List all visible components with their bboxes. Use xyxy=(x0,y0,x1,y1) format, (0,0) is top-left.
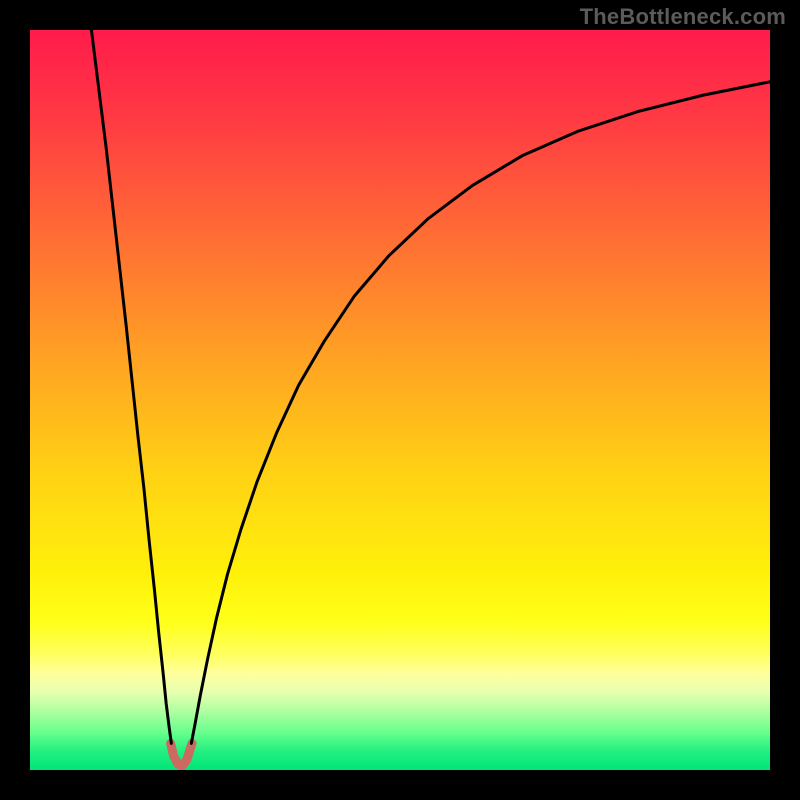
bottleneck-chart xyxy=(30,30,770,770)
plot-svg xyxy=(30,30,770,770)
watermark-text: TheBottleneck.com xyxy=(580,4,786,30)
chart-container: TheBottleneck.com xyxy=(0,0,800,800)
gradient-background xyxy=(30,30,770,770)
